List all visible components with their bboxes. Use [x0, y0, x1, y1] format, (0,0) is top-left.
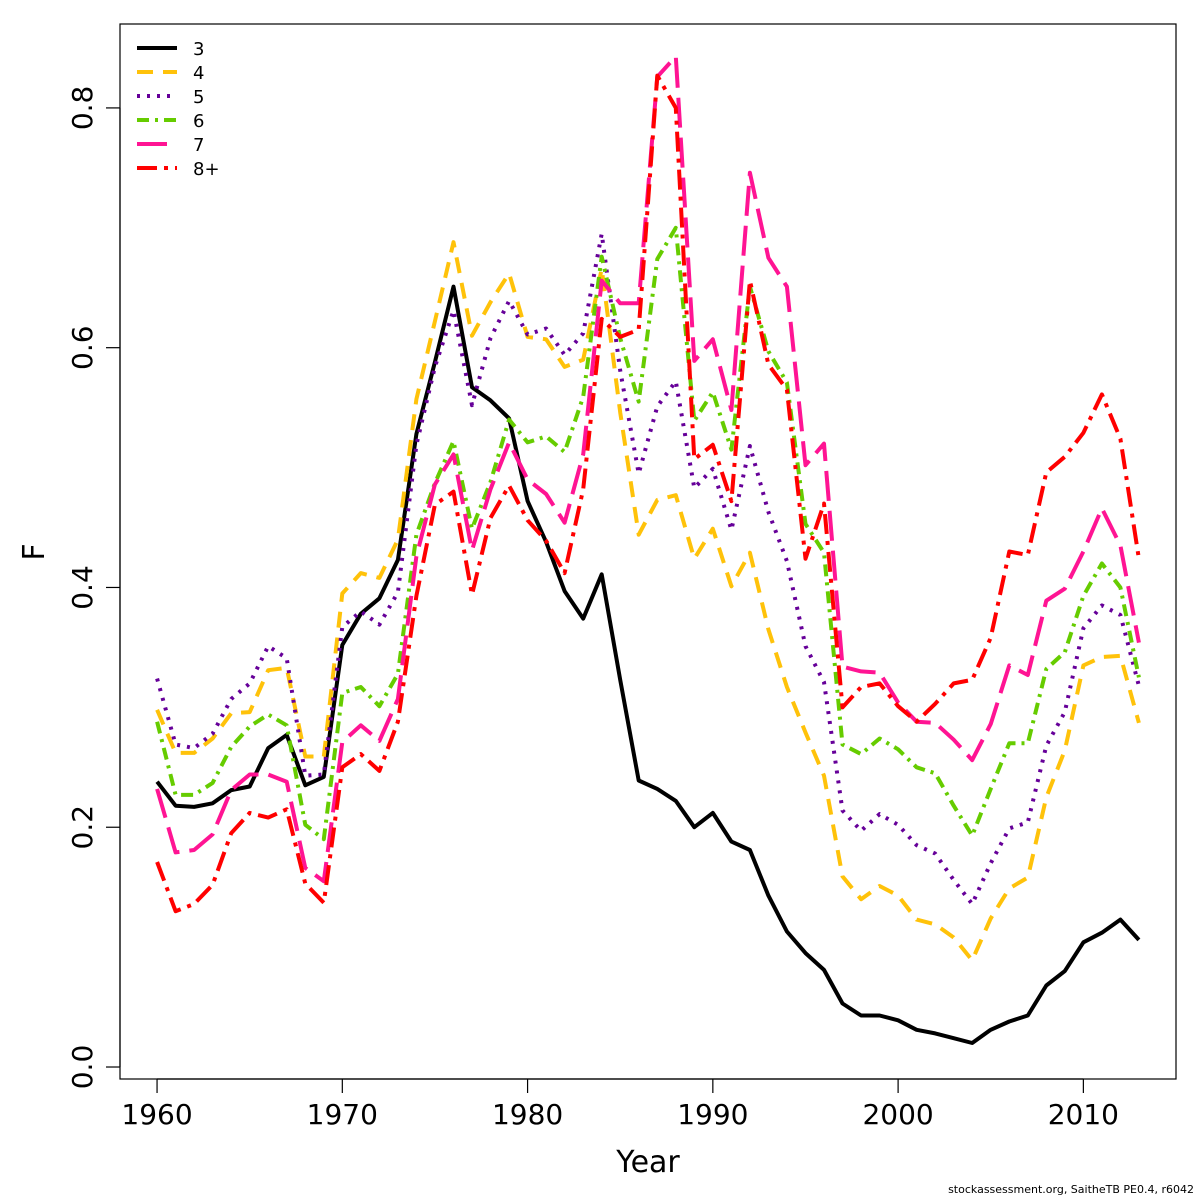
x-tick-label-4: 2000: [862, 1098, 933, 1131]
legend-label-4: 7: [193, 135, 204, 156]
series-line-1: [155, 240, 1141, 963]
legend: 3 4 5 6 7 8+: [137, 39, 220, 180]
y-tick-label-0: 0.0: [66, 1045, 99, 1090]
y-tick-label-2: 0.4: [66, 565, 99, 610]
y-axis: 0.0 0.2 0.4 0.6 0.8: [66, 86, 121, 1090]
x-tick-label-0: 1960: [121, 1098, 192, 1131]
footer-note: stockassessment.org, SaitheTB PE0.4, r60…: [948, 1183, 1194, 1196]
series-line-2: [155, 231, 1141, 906]
x-axis-title: Year: [615, 1145, 680, 1180]
y-axis-title: F: [17, 543, 52, 560]
y-tick-label-3: 0.6: [66, 325, 99, 370]
x-tick-label-3: 1990: [677, 1098, 748, 1131]
y-tick-label-4: 0.8: [66, 86, 99, 131]
x-tick-label-1: 1970: [307, 1098, 378, 1131]
legend-label-2: 5: [193, 87, 204, 108]
legend-label-1: 4: [193, 63, 204, 84]
series-line-5: [155, 73, 1141, 914]
legend-label-3: 6: [193, 111, 204, 132]
legend-label-0: 3: [193, 39, 204, 60]
y-tick-label-1: 0.2: [66, 805, 99, 850]
series-line-3: [155, 225, 1141, 842]
x-tick-label-2: 1980: [492, 1098, 563, 1131]
legend-label-5: 8+: [193, 159, 220, 180]
x-axis: 1960 1970 1980 1990 2000 2010: [121, 1078, 1119, 1131]
series-lines: [155, 54, 1141, 1045]
series-line-0: [155, 284, 1141, 1045]
x-tick-label-5: 2010: [1048, 1098, 1119, 1131]
